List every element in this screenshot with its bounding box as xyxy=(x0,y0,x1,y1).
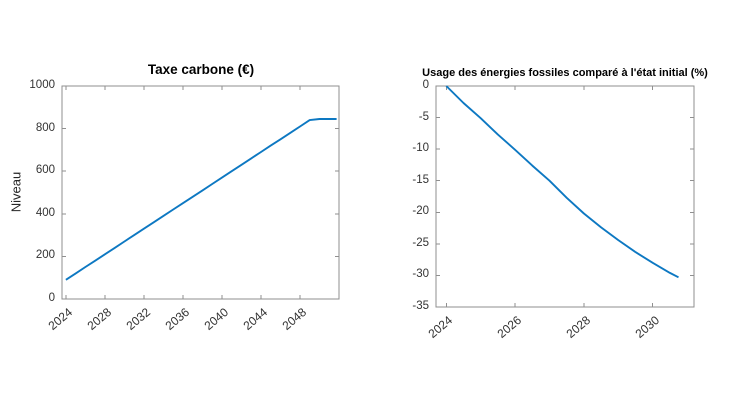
left-chart-title: Taxe carbone (€) xyxy=(147,62,255,77)
y-tick-label: -20 xyxy=(412,205,429,218)
y-tick-label: 200 xyxy=(35,249,55,262)
y-tick-label: -10 xyxy=(412,142,429,155)
right-chart-title: Usage des énergies fossiles comparé à l'… xyxy=(422,67,708,79)
y-tick-label: -30 xyxy=(412,268,429,281)
y-tick-label: -35 xyxy=(412,300,429,312)
y-tick-label: 0 xyxy=(422,79,429,91)
x-tick-label: 2024 xyxy=(425,313,456,341)
x-tick-label: 2026 xyxy=(494,313,525,341)
y-tick-label: -25 xyxy=(412,236,429,249)
y-tick-label: 400 xyxy=(35,206,55,219)
y-tick-label: 800 xyxy=(35,121,55,134)
x-tick-label: 2028 xyxy=(563,313,593,341)
y-tick-label: -5 xyxy=(418,110,429,123)
y-tick-label: -15 xyxy=(412,173,429,186)
x-tick-label: 2030 xyxy=(632,313,662,341)
y-tick-label: 0 xyxy=(48,292,55,304)
y-tick-label: 1000 xyxy=(29,79,55,91)
y-tick-label: 600 xyxy=(35,164,55,177)
